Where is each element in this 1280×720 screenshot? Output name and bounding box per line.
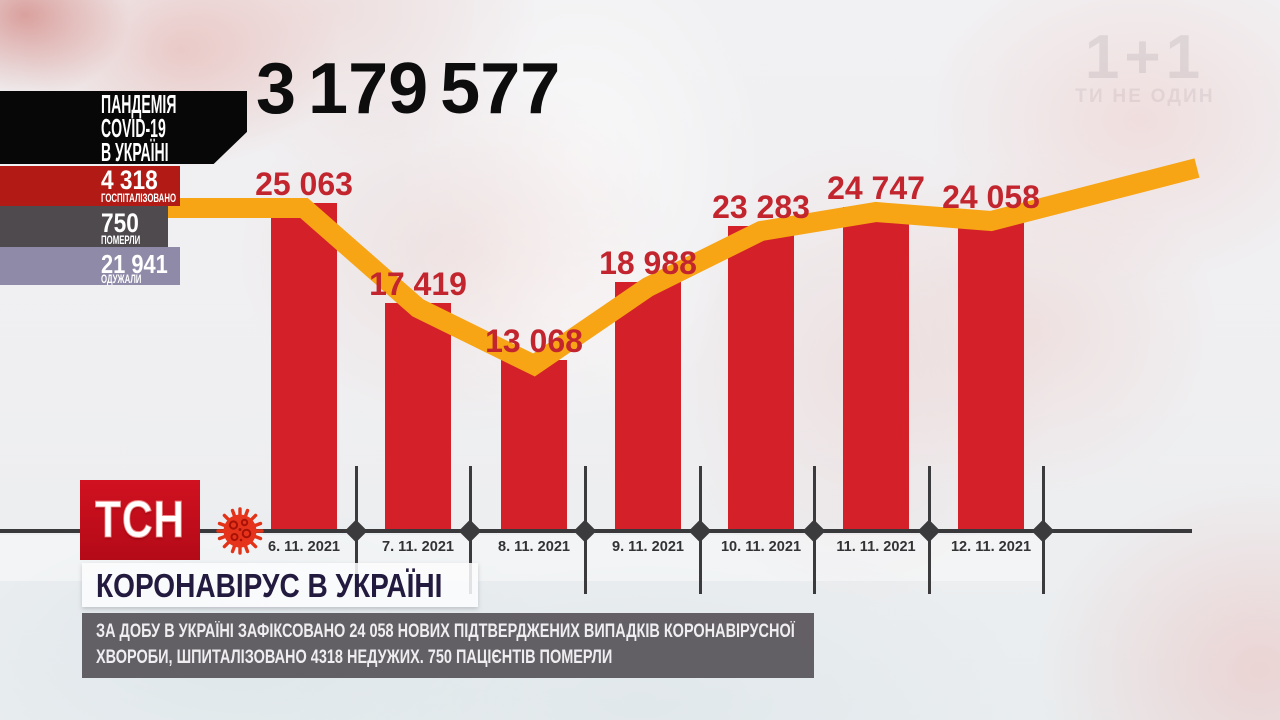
pandemic-line3: В УКРАЇНІ [101,137,169,167]
stat-died: 750 ПОМЕРЛИ [0,206,168,247]
total-cases: 3 179 577 [256,49,561,129]
trend-line [0,158,1200,377]
bar-value-label: 23 283 [712,189,810,225]
bar-value-label: 18 988 [599,245,697,281]
date-label: 8. 11. 2021 [497,538,571,555]
pandemic-line2: COVID-19 [101,113,166,143]
one-plus-one-logo: 1+1 [1084,23,1206,92]
pandemic-line1: ПАНДЕМІЯ [101,89,177,119]
channel-watermark: 1+1 ТИ НЕ ОДИН [1060,23,1230,108]
stat-hospitalized: 4 318 ГОСПІТАЛІЗОВАНО [0,166,180,206]
bar-value-label: 17 419 [369,266,467,302]
stat-hospitalized-value: 4 318 [101,165,158,195]
bar-9. 11. 2021 [615,282,681,531]
bar-12. 11. 2021 [958,216,1024,531]
date-label: 6. 11. 2021 [267,538,341,555]
stat-died-label: ПОМЕРЛИ [101,235,141,247]
date-label: 7. 11. 2021 [381,538,455,555]
bar-7. 11. 2021 [385,303,451,531]
news-ticker: ЗА ДОБУ В УКРАЇНІ ЗАФІКСОВАНО 24 058 НОВ… [82,613,814,678]
stat-recovered: 21 941 ОДУЖАЛИ [0,247,180,286]
ticker-line1: ЗА ДОБУ В УКРАЇНІ ЗАФІКСОВАНО 24 058 НОВ… [96,621,795,642]
stat-recovered-label: ОДУЖАЛИ [101,274,142,286]
bar-value-label: 24 058 [942,179,1040,215]
bar-8. 11. 2021 [501,360,567,531]
headline-banner: КОРОНАВІРУС В УКРАЇНІ [82,563,478,607]
bar-10. 11. 2021 [728,226,794,531]
date-label: 10. 11. 2021 [720,538,802,555]
bar-value-label: 13 068 [485,323,583,359]
tsn-logo: ТСН [80,480,200,560]
bar-value-label: 24 747 [827,170,925,206]
stat-recovered-value: 21 941 [101,249,168,279]
tsn-logo-text: ТСН [94,490,186,549]
date-label: 12. 11. 2021 [950,538,1032,555]
date-label: 9. 11. 2021 [611,538,685,555]
channel-slogan: ТИ НЕ ОДИН [1075,86,1215,107]
bar-value-label: 25 063 [255,166,353,202]
ticker-line2: ХВОРОБИ, ШПИТАЛІЗОВАНО 4318 НЕДУЖИХ. 750… [96,647,613,668]
stat-died-value: 750 [101,208,139,238]
headline-text: КОРОНАВІРУС В УКРАЇНІ [96,567,443,604]
pandemic-title-box: ПАНДЕМІЯ COVID-19 В УКРАЇНІ [0,91,247,164]
bar-11. 11. 2021 [843,207,909,531]
stat-hospitalized-label: ГОСПІТАЛІЗОВАНО [101,193,177,205]
date-label: 11. 11. 2021 [836,538,916,555]
bar-6. 11. 2021 [271,203,337,531]
virus-icon [216,507,264,555]
